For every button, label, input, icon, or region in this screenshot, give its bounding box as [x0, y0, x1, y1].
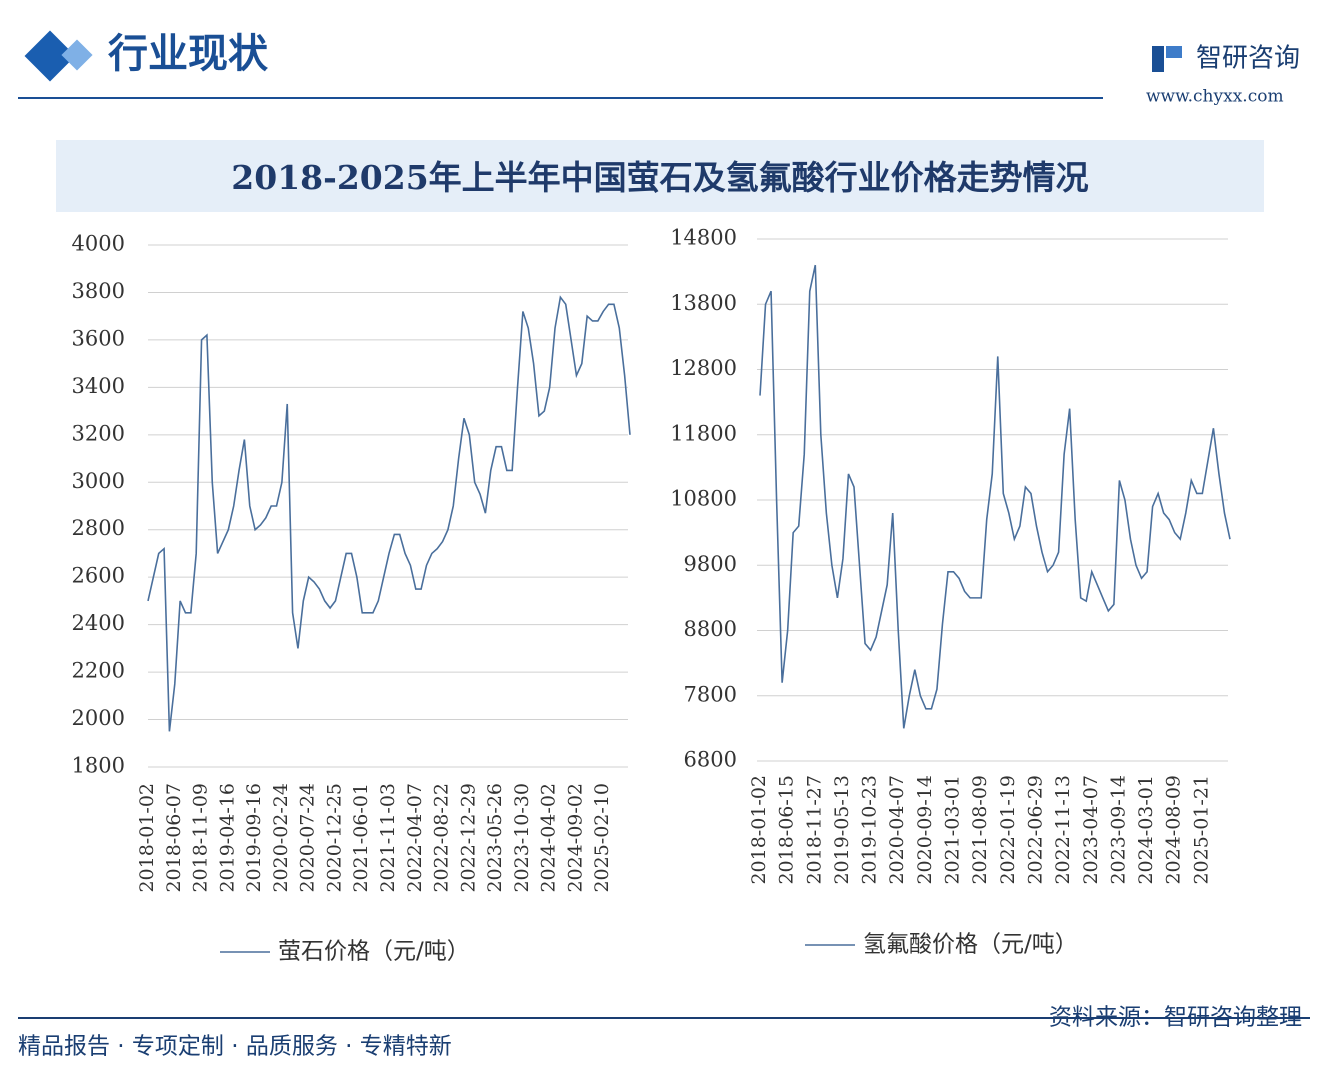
section-title: 行业现状 [108, 31, 269, 77]
footer-tagline: 精品报告 · 专项定制 · 品质服务 · 专精特新 [18, 1034, 452, 1060]
x-tick-label: 2019-05-13 [831, 775, 853, 885]
y-tick-label: 10800 [670, 487, 737, 511]
x-tick-label: 2018-11-09 [190, 783, 212, 893]
y-tick-label: 9800 [684, 552, 737, 576]
x-tick-label: 2018-01-02 [136, 783, 158, 893]
y-tick-label: 3400 [72, 374, 125, 398]
x-tick-label: 2022-12-29 [457, 783, 479, 893]
chart-title: 2018-2025年上半年中国萤石及氢氟酸行业价格走势情况 [231, 158, 1088, 197]
y-tick-label: 2800 [72, 516, 125, 540]
x-tick-label: 2024-04-02 [538, 783, 560, 893]
y-tick-label: 7800 [684, 682, 737, 706]
y-tick-label: 6800 [684, 748, 737, 772]
logo-mark [1166, 46, 1182, 58]
x-tick-label: 2024-09-02 [564, 783, 586, 893]
y-tick-label: 11800 [670, 421, 737, 445]
y-tick-label: 3000 [72, 469, 125, 493]
y-tick-label: 2600 [72, 564, 125, 588]
x-tick-label: 2021-03-01 [942, 775, 964, 885]
y-tick-label: 14800 [670, 226, 737, 250]
y-tick-label: 3800 [72, 279, 125, 303]
x-tick-label: 2025-01-21 [1190, 775, 1212, 885]
x-tick-label: 2020-12-25 [323, 783, 345, 893]
price-line [759, 264, 1231, 729]
x-tick-label: 2018-06-15 [776, 775, 798, 885]
y-tick-label: 3600 [72, 326, 125, 350]
x-tick-label: 2025-02-10 [591, 783, 613, 893]
price-line [147, 295, 631, 732]
x-tick-label: 2023-10-30 [511, 783, 533, 893]
x-tick-label: 2020-07-24 [297, 783, 319, 893]
x-tick-label: 2018-06-07 [163, 783, 185, 893]
x-tick-label: 2020-02-24 [270, 783, 292, 893]
x-tick-label: 2023-09-14 [1107, 775, 1129, 885]
diamond-icon [24, 30, 76, 82]
logo-mark [1152, 46, 1164, 72]
x-tick-label: 2020-04-07 [886, 775, 908, 885]
x-tick-label: 2022-06-29 [1024, 775, 1046, 885]
x-tick-label: 2024-08-09 [1163, 775, 1185, 885]
x-tick-label: 2022-11-13 [1052, 775, 1074, 885]
y-tick-label: 13800 [670, 291, 737, 315]
legend-label: 萤石价格（元/吨） [278, 939, 470, 965]
diamond-icon-small [61, 39, 93, 71]
logo-text: 智研咨询 [1196, 44, 1300, 74]
y-tick-label: 2000 [72, 706, 125, 730]
y-tick-label: 3200 [72, 421, 125, 445]
y-tick-label: 8800 [684, 617, 737, 641]
x-tick-label: 2024-03-01 [1135, 775, 1157, 885]
y-tick-label: 4000 [72, 232, 125, 256]
source-note: 资料来源：智研咨询整理 [1049, 1005, 1302, 1031]
x-tick-label: 2021-11-03 [377, 783, 399, 893]
x-tick-label: 2019-09-16 [243, 783, 265, 893]
y-tick-label: 2400 [72, 611, 125, 635]
y-tick-label: 1800 [72, 754, 125, 778]
x-tick-label: 2022-04-07 [404, 783, 426, 893]
x-tick-label: 2019-10-23 [859, 775, 881, 885]
x-tick-label: 2023-05-26 [484, 783, 506, 893]
x-tick-label: 2021-06-01 [350, 783, 372, 893]
x-tick-label: 2022-01-19 [997, 775, 1019, 885]
x-tick-label: 2023-04-07 [1080, 775, 1102, 885]
title-banner [56, 140, 1264, 212]
x-tick-label: 2022-08-22 [431, 783, 453, 893]
x-tick-label: 2019-04-16 [216, 783, 238, 893]
y-tick-label: 12800 [670, 356, 737, 380]
x-tick-label: 2021-08-09 [969, 775, 991, 885]
x-tick-label: 2018-01-02 [748, 775, 770, 885]
x-tick-label: 2018-11-27 [803, 775, 825, 885]
y-tick-label: 2200 [72, 659, 125, 683]
legend-label: 氢氟酸价格（元/吨） [863, 932, 1078, 958]
logo-url: www.chyxx.com [1146, 87, 1284, 107]
x-tick-label: 2020-09-14 [914, 775, 936, 885]
